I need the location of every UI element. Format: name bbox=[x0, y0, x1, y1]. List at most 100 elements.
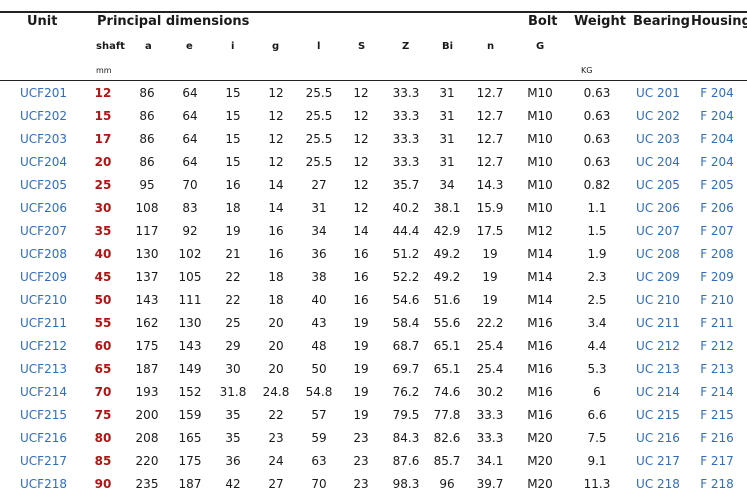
cell-housing[interactable]: F 212 bbox=[700, 339, 734, 353]
cell-unit[interactable]: UCF202 bbox=[20, 109, 67, 123]
header-unit: Unit bbox=[27, 14, 58, 29]
cell-unit[interactable]: UCF218 bbox=[20, 477, 67, 491]
cell-housing[interactable]: F 217 bbox=[700, 454, 734, 468]
cell-bearing[interactable]: UC 216 bbox=[636, 431, 680, 445]
cell-bearing[interactable]: UC 208 bbox=[636, 247, 680, 261]
cell-bearing[interactable]: UC 207 bbox=[636, 224, 680, 238]
table-row: UCF206 30 108 83 18 14 31 12 40.2 38.1 15.9 M10 1.1 U… bbox=[0, 197, 747, 220]
cell-z: 84.3 bbox=[392, 431, 420, 445]
cell-unit[interactable]: UCF211 bbox=[20, 316, 67, 330]
cell-housing[interactable]: F 216 bbox=[700, 431, 734, 445]
cell-bearing[interactable]: UC 201 bbox=[636, 86, 680, 100]
cell-bearing[interactable]: UC 213 bbox=[636, 362, 680, 376]
cell-unit[interactable]: UCF205 bbox=[20, 178, 67, 192]
subheader-a: a bbox=[145, 41, 152, 52]
cell-housing[interactable]: F 215 bbox=[700, 408, 734, 422]
cell-unit[interactable]: UCF203 bbox=[20, 132, 67, 146]
cell-housing[interactable]: F 211 bbox=[700, 316, 734, 330]
cell-n: 12.7 bbox=[476, 86, 504, 100]
cell-bolt: M10 bbox=[527, 109, 553, 123]
cell-unit[interactable]: UCF215 bbox=[20, 408, 67, 422]
cell-a: 86 bbox=[139, 132, 155, 146]
cell-bi: 77.8 bbox=[433, 408, 461, 422]
cell-shaft: 17 bbox=[94, 132, 112, 146]
cell-i: 30 bbox=[225, 362, 241, 376]
cell-bi: 34 bbox=[439, 178, 455, 192]
cell-unit[interactable]: UCF210 bbox=[20, 293, 67, 307]
table-row: UCF210 50 143 111 22 18 40 16 54.6 51.6 19 M14 2.5 UC… bbox=[0, 289, 747, 312]
cell-shaft: 85 bbox=[94, 454, 112, 468]
cell-bearing[interactable]: UC 204 bbox=[636, 155, 680, 169]
cell-i: 15 bbox=[225, 132, 241, 146]
cell-bolt: M12 bbox=[527, 224, 553, 238]
cell-bearing[interactable]: UC 205 bbox=[636, 178, 680, 192]
cell-unit[interactable]: UCF209 bbox=[20, 270, 67, 284]
cell-bolt: M20 bbox=[527, 431, 553, 445]
cell-e: 175 bbox=[178, 454, 202, 468]
cell-e: 105 bbox=[178, 270, 202, 284]
cell-unit[interactable]: UCF208 bbox=[20, 247, 67, 261]
cell-unit[interactable]: UCF217 bbox=[20, 454, 67, 468]
cell-bolt: M10 bbox=[527, 201, 553, 215]
cell-housing[interactable]: F 214 bbox=[700, 385, 734, 399]
cell-housing[interactable]: F 204 bbox=[700, 155, 734, 169]
cell-bearing[interactable]: UC 210 bbox=[636, 293, 680, 307]
cell-i: 29 bbox=[225, 339, 241, 353]
cell-bearing[interactable]: UC 212 bbox=[636, 339, 680, 353]
cell-weight: 4.4 bbox=[587, 339, 607, 353]
cell-housing[interactable]: F 204 bbox=[700, 109, 734, 123]
cell-bearing[interactable]: UC 211 bbox=[636, 316, 680, 330]
cell-n: 25.4 bbox=[476, 362, 504, 376]
cell-l: 27 bbox=[311, 178, 327, 192]
cell-bearing[interactable]: UC 206 bbox=[636, 201, 680, 215]
cell-bearing[interactable]: UC 218 bbox=[636, 477, 680, 491]
cell-weight: 1.9 bbox=[587, 247, 607, 261]
cell-z: 33.3 bbox=[392, 86, 420, 100]
cell-unit[interactable]: UCF212 bbox=[20, 339, 67, 353]
subheader-n: n bbox=[487, 41, 495, 52]
cell-e: 165 bbox=[178, 431, 202, 445]
cell-housing[interactable]: F 213 bbox=[700, 362, 734, 376]
cell-unit[interactable]: UCF213 bbox=[20, 362, 67, 376]
cell-bearing[interactable]: UC 202 bbox=[636, 109, 680, 123]
cell-bearing[interactable]: UC 209 bbox=[636, 270, 680, 284]
cell-bearing[interactable]: UC 203 bbox=[636, 132, 680, 146]
cell-a: 143 bbox=[135, 293, 159, 307]
cell-housing[interactable]: F 207 bbox=[700, 224, 734, 238]
cell-weight: 6 bbox=[593, 385, 601, 399]
cell-unit[interactable]: UCF201 bbox=[20, 86, 67, 100]
cell-bearing[interactable]: UC 214 bbox=[636, 385, 680, 399]
cell-e: 149 bbox=[178, 362, 202, 376]
cell-housing[interactable]: F 205 bbox=[700, 178, 734, 192]
cell-unit[interactable]: UCF214 bbox=[20, 385, 67, 399]
cell-housing[interactable]: F 210 bbox=[700, 293, 734, 307]
cell-s: 19 bbox=[353, 362, 369, 376]
cell-g: 14 bbox=[268, 178, 284, 192]
cell-housing[interactable]: F 209 bbox=[700, 270, 734, 284]
subheader-i: i bbox=[231, 41, 235, 52]
cell-unit[interactable]: UCF204 bbox=[20, 155, 67, 169]
table-row: UCF202 15 86 64 15 12 25.5 12 33.3 31 12.7 M10 0.63 U… bbox=[0, 105, 747, 128]
cell-unit[interactable]: UCF216 bbox=[20, 431, 67, 445]
cell-shaft: 50 bbox=[94, 293, 112, 307]
cell-housing[interactable]: F 208 bbox=[700, 247, 734, 261]
cell-i: 16 bbox=[225, 178, 241, 192]
cell-housing[interactable]: F 218 bbox=[700, 477, 734, 491]
cell-i: 21 bbox=[225, 247, 241, 261]
cell-bearing[interactable]: UC 215 bbox=[636, 408, 680, 422]
cell-z: 33.3 bbox=[392, 155, 420, 169]
table-row: UCF214 70 193 152 31.8 24.8 54.8 19 76.2 74.6 30.2… bbox=[0, 381, 747, 404]
cell-housing[interactable]: F 204 bbox=[700, 86, 734, 100]
cell-bi: 31 bbox=[439, 86, 455, 100]
cell-housing[interactable]: F 204 bbox=[700, 132, 734, 146]
cell-e: 102 bbox=[178, 247, 202, 261]
cell-unit[interactable]: UCF206 bbox=[20, 201, 67, 215]
cell-bolt: M16 bbox=[527, 385, 553, 399]
cell-z: 52.2 bbox=[392, 270, 420, 284]
cell-unit[interactable]: UCF207 bbox=[20, 224, 67, 238]
cell-s: 16 bbox=[353, 293, 369, 307]
cell-n: 39.7 bbox=[476, 477, 504, 491]
cell-bearing[interactable]: UC 217 bbox=[636, 454, 680, 468]
cell-bolt: M14 bbox=[527, 247, 553, 261]
cell-housing[interactable]: F 206 bbox=[700, 201, 734, 215]
